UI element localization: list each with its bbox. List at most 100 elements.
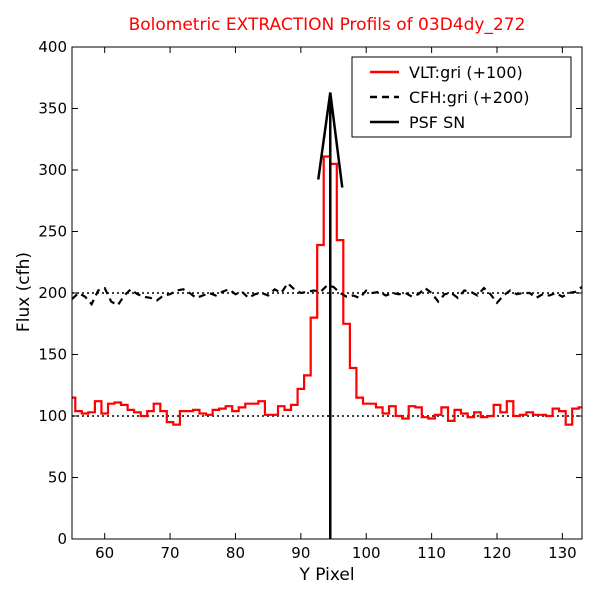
cfh-point <box>418 294 419 295</box>
vlt-point <box>575 408 576 409</box>
vlt-point <box>523 414 524 415</box>
cfh-point <box>438 301 439 302</box>
cfh-point <box>411 296 412 297</box>
vlt-point <box>91 412 92 413</box>
vlt-point <box>143 415 144 416</box>
cfh-point <box>490 294 491 295</box>
vlt-point <box>294 404 295 405</box>
vlt-point <box>307 375 308 376</box>
vlt-point <box>470 417 471 418</box>
cfh-point <box>209 292 210 293</box>
vlt-point <box>130 409 131 410</box>
cfh-point <box>555 292 556 293</box>
vlt-point <box>418 407 419 408</box>
cfh-point <box>549 295 550 296</box>
vlt-point <box>98 401 99 402</box>
cfh-point <box>163 295 164 296</box>
cfh-point <box>268 295 269 296</box>
cfh-point <box>254 294 255 295</box>
x-tick-label: 130 <box>548 544 577 562</box>
vlt-point <box>346 323 347 324</box>
series-cfh-line <box>72 281 582 307</box>
cfh-point <box>274 289 275 290</box>
vlt-point <box>320 244 321 245</box>
vlt-point <box>104 413 105 414</box>
y-tick-label: 150 <box>38 346 67 364</box>
vlt-point <box>169 422 170 423</box>
vlt-point <box>196 409 197 410</box>
y-tick-label: 0 <box>57 530 67 548</box>
vlt-point <box>248 403 249 404</box>
chart-title: Bolometric EXTRACTION Profils of 03D4dy_… <box>129 15 526 35</box>
vlt-point <box>562 410 563 411</box>
cfh-point <box>477 295 478 296</box>
cfh-point <box>326 285 327 286</box>
cfh-point <box>124 295 125 296</box>
cfh-point <box>287 283 288 284</box>
cfh-point <box>183 289 184 290</box>
vlt-point <box>464 413 465 414</box>
vlt-point <box>438 414 439 415</box>
vlt-point <box>313 317 314 318</box>
vlt-point <box>268 414 269 415</box>
cfh-point <box>189 292 190 293</box>
y-tick-label: 200 <box>38 284 67 302</box>
cfh-point <box>91 303 92 304</box>
cfh-point <box>575 291 576 292</box>
cfh-point <box>137 294 138 295</box>
vlt-point <box>411 406 412 407</box>
vlt-point <box>477 412 478 413</box>
cfh-point <box>248 297 249 298</box>
vlt-point <box>222 408 223 409</box>
vlt-point <box>228 406 229 407</box>
vlt-point <box>124 404 125 405</box>
vlt-point <box>529 412 530 413</box>
cfh-point <box>385 295 386 296</box>
cfh-point <box>346 296 347 297</box>
vlt-point <box>117 402 118 403</box>
vlt-point <box>385 413 386 414</box>
x-tick-label: 80 <box>226 544 245 562</box>
vlt-point <box>150 410 151 411</box>
data-layer <box>72 92 582 539</box>
psf-sn-arrowhead <box>317 92 344 188</box>
vlt-point <box>536 414 537 415</box>
cfh-point <box>281 292 282 293</box>
vlt-point <box>300 388 301 389</box>
vlt-point <box>568 424 569 425</box>
cfh-point <box>294 289 295 290</box>
cfh-point <box>261 292 262 293</box>
x-tick-label: 70 <box>161 544 180 562</box>
cfh-point <box>470 291 471 292</box>
vlt-point <box>509 401 510 402</box>
vlt-point <box>235 410 236 411</box>
cfh-point <box>392 292 393 293</box>
cfh-point <box>366 290 367 291</box>
cfh-point <box>372 292 373 293</box>
cfh-point <box>202 295 203 296</box>
cfh-point <box>313 290 314 291</box>
x-axis-label: Y Pixel <box>298 565 354 585</box>
cfh-point <box>235 294 236 295</box>
vlt-point <box>555 408 556 409</box>
vlt-point <box>78 410 79 411</box>
vlt-point <box>202 413 203 414</box>
cfh-point <box>431 292 432 293</box>
cfh-point <box>542 294 543 295</box>
vlt-point <box>84 413 85 414</box>
vlt-point <box>379 407 380 408</box>
cfh-point <box>451 292 452 293</box>
cfh-point <box>130 289 131 290</box>
vlt-point <box>398 415 399 416</box>
vlt-point <box>209 414 210 415</box>
vlt-point <box>451 420 452 421</box>
vlt-point <box>137 412 138 413</box>
vlt-point <box>516 415 517 416</box>
vlt-point <box>405 418 406 419</box>
cfh-point <box>457 297 458 298</box>
vlt-point <box>287 409 288 410</box>
y-tick-label: 400 <box>38 38 67 56</box>
vlt-point <box>254 403 255 404</box>
vlt-point <box>111 403 112 404</box>
